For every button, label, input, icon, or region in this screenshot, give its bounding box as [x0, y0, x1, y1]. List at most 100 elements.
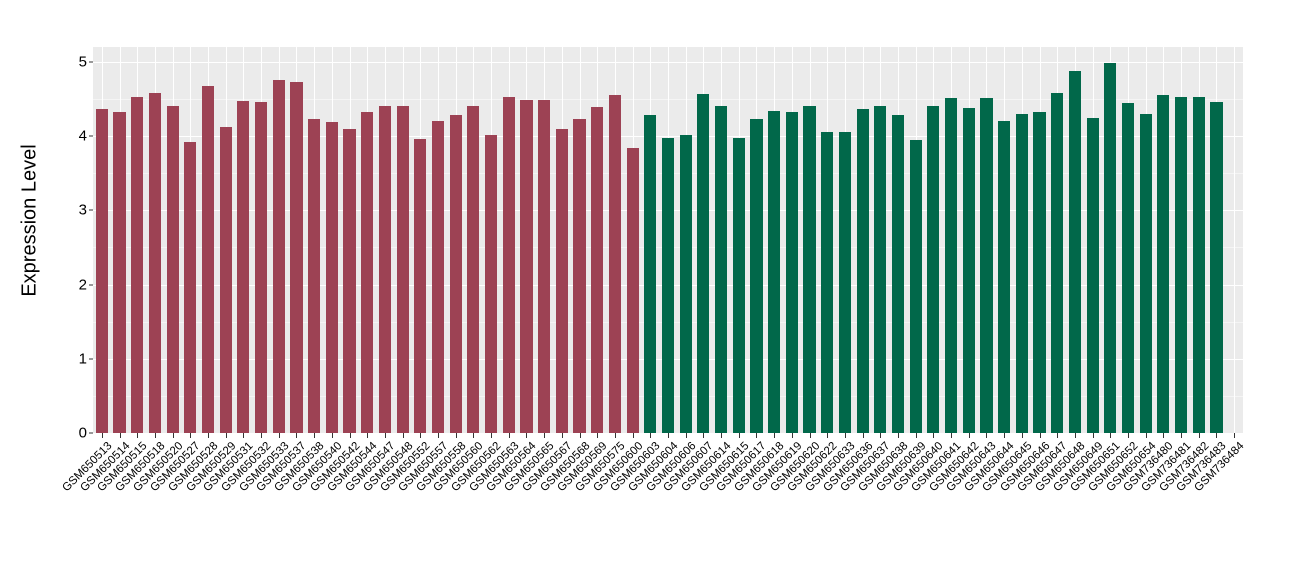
bar[interactable] — [573, 119, 586, 433]
x-axis-tick-mark — [1163, 433, 1165, 438]
bar[interactable] — [803, 106, 816, 433]
bar[interactable] — [962, 107, 975, 433]
bar[interactable] — [361, 111, 374, 433]
bar[interactable] — [308, 119, 321, 433]
bar[interactable] — [431, 120, 445, 433]
x-axis-tick-mark — [101, 433, 103, 438]
bar[interactable] — [449, 114, 462, 433]
y-axis-title-label: Expression Level — [18, 143, 41, 297]
bar[interactable] — [714, 106, 728, 433]
bar[interactable] — [555, 128, 568, 433]
bar[interactable] — [237, 101, 250, 433]
bar[interactable] — [768, 110, 781, 433]
y-axis-tick-mark — [89, 135, 93, 137]
bar[interactable] — [396, 106, 409, 433]
bar[interactable] — [1086, 117, 1099, 433]
bar[interactable] — [1210, 101, 1223, 433]
x-axis-tick-mark — [544, 433, 546, 438]
bar[interactable] — [467, 105, 480, 433]
bar[interactable] — [1174, 97, 1188, 433]
x-axis-tick-mark — [1092, 433, 1094, 438]
y-axis-title: Expression Level — [0, 0, 60, 440]
y-axis-tick-mark — [89, 358, 93, 360]
bar[interactable] — [644, 115, 657, 433]
bar[interactable] — [891, 115, 905, 433]
x-axis-tick-mark — [1110, 433, 1112, 438]
bar[interactable] — [927, 105, 940, 433]
bar[interactable] — [148, 93, 162, 433]
x-axis-tick-mark — [331, 433, 333, 438]
x-axis-tick-mark — [508, 433, 510, 438]
y-axis-tick-mark — [89, 284, 93, 286]
bar[interactable] — [750, 119, 763, 433]
bar[interactable] — [1139, 113, 1152, 433]
bar[interactable] — [1033, 112, 1046, 433]
bar[interactable] — [484, 134, 498, 433]
x-axis-tick-mark — [668, 433, 669, 438]
x-axis-tick-mark — [473, 433, 475, 438]
bar[interactable] — [608, 95, 622, 433]
bar[interactable] — [1228, 129, 1240, 433]
bar[interactable] — [502, 97, 515, 433]
bar[interactable] — [732, 137, 745, 433]
bar[interactable] — [821, 132, 834, 433]
x-axis-tick-mark — [809, 433, 811, 438]
x-axis-tick-mark — [951, 433, 953, 438]
x-axis-tick-mark — [774, 433, 776, 438]
x-axis-tick-mark — [1021, 433, 1023, 438]
bar[interactable] — [113, 111, 126, 433]
x-axis-tick-mark — [526, 433, 528, 438]
bar[interactable] — [290, 81, 303, 433]
x-axis-tick-mark — [632, 433, 634, 438]
bar[interactable] — [538, 100, 551, 433]
x-axis-tick-mark — [1198, 433, 1200, 438]
bar[interactable] — [131, 97, 144, 433]
bar[interactable] — [343, 128, 356, 433]
x-axis-tick-mark — [278, 433, 280, 438]
bar[interactable] — [272, 79, 285, 433]
x-axis-tick-mark — [968, 433, 970, 438]
bar[interactable] — [874, 105, 887, 433]
bar[interactable] — [697, 93, 710, 433]
bar[interactable] — [166, 106, 179, 433]
bar[interactable] — [626, 147, 639, 433]
bar[interactable] — [1157, 95, 1170, 433]
y-axis-tick-label: 1 — [78, 350, 87, 368]
bar[interactable] — [591, 107, 604, 433]
y-axis-tick-mark — [89, 61, 93, 63]
x-axis-tick-mark — [243, 433, 245, 438]
bar[interactable] — [1068, 70, 1082, 433]
bar[interactable] — [909, 139, 922, 433]
bar[interactable] — [184, 142, 197, 433]
bar[interactable] — [856, 108, 869, 433]
bar[interactable] — [980, 98, 993, 433]
bar[interactable] — [661, 138, 675, 433]
bar[interactable] — [520, 100, 533, 433]
x-axis-tick-mark — [579, 433, 581, 438]
bar[interactable] — [838, 131, 852, 433]
y-axis-tick-label: 0 — [78, 424, 87, 442]
bar[interactable] — [95, 108, 108, 433]
x-axis-tick-mark — [261, 433, 263, 438]
bar[interactable] — [254, 101, 268, 433]
bar[interactable] — [414, 139, 427, 433]
x-axis-tick-mark — [455, 433, 457, 438]
bar[interactable] — [1051, 93, 1064, 433]
bar[interactable] — [325, 121, 338, 433]
bar[interactable] — [1192, 96, 1205, 433]
x-axis-tick-mark — [1128, 433, 1129, 438]
x-axis-tick-mark — [225, 433, 227, 438]
bar[interactable] — [998, 120, 1011, 433]
bar[interactable] — [785, 112, 798, 433]
bar[interactable] — [1121, 103, 1135, 433]
x-axis-tick-mark — [898, 433, 899, 438]
y-axis-tick-label: 5 — [78, 53, 87, 71]
bar[interactable] — [1015, 113, 1028, 433]
bar[interactable] — [378, 106, 392, 433]
bar[interactable] — [1104, 63, 1117, 433]
bar[interactable] — [219, 127, 232, 433]
bar[interactable] — [201, 86, 215, 433]
bar[interactable] — [944, 98, 958, 433]
bar[interactable] — [679, 134, 692, 433]
x-axis-tick-mark — [827, 433, 829, 438]
